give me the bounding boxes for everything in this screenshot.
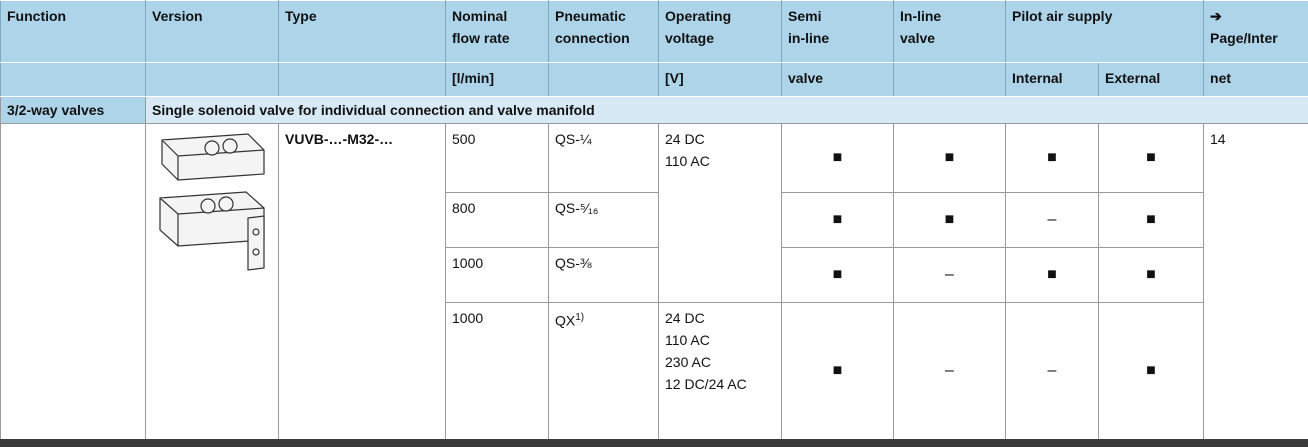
header-cell: External <box>1099 63 1204 97</box>
header-cell <box>146 63 279 97</box>
text-line: 12 DC/24 AC <box>665 373 775 395</box>
mark-cell: ■ <box>894 193 1006 248</box>
mark-cell: ■ <box>1099 303 1204 443</box>
text-line: in-line <box>788 27 887 49</box>
mark-cell: ■ <box>782 124 894 193</box>
connection: QS-¼ <box>555 131 592 147</box>
text-line: In-line <box>900 5 999 27</box>
text-line: ➔ <box>1210 5 1302 27</box>
section-title: Single solenoid valve for individual con… <box>146 97 1308 124</box>
text-line: valve <box>900 27 999 49</box>
text-line: 110 AC <box>665 329 775 351</box>
header-cell: Function <box>1 1 146 63</box>
mark-cell: – <box>894 248 1006 303</box>
header-cell: ➔Page/Inter <box>1204 1 1308 63</box>
page: FunctionVersionTypeNominalflow ratePneum… <box>0 0 1308 448</box>
mark-cell: – <box>1006 193 1099 248</box>
product-table: FunctionVersionTypeNominalflow ratePneum… <box>0 0 1308 447</box>
connection: QS-⅜ <box>555 255 592 271</box>
text-line: flow rate <box>452 27 542 49</box>
mark-cell: – <box>1006 303 1099 443</box>
flow-cell: 1000 <box>446 303 549 443</box>
mark-cell: ■ <box>1099 193 1204 248</box>
header-cell <box>1 63 146 97</box>
mark-cell: ■ <box>894 124 1006 193</box>
connection-cell: QS-¼ <box>549 124 659 193</box>
function-cell <box>1 124 146 443</box>
text-line: 24 DC <box>665 128 775 150</box>
header-cell <box>549 63 659 97</box>
flow-cell: 1000 <box>446 248 549 303</box>
text-line: Nominal <box>452 5 542 27</box>
connection-cell: QS-⁵⁄₁₆ <box>549 193 659 248</box>
header-cell: Type <box>279 1 446 63</box>
mark-cell: ■ <box>782 193 894 248</box>
text-line: Pneumatic <box>555 5 652 27</box>
text-line: Page/Inter <box>1210 27 1302 49</box>
mark-cell: ■ <box>1006 248 1099 303</box>
header-cell <box>894 63 1006 97</box>
section-function: 3/2-way valves <box>1 97 146 124</box>
mark-cell: ■ <box>1099 248 1204 303</box>
header-cell <box>279 63 446 97</box>
header-group: Pilot air supply <box>1006 1 1204 63</box>
valve-image <box>152 128 270 318</box>
text-line: Type <box>285 5 439 27</box>
header-cell: [V] <box>659 63 782 97</box>
header-cell: valve <box>782 63 894 97</box>
text-line: Version <box>152 5 272 27</box>
header-cell: Version <box>146 1 279 63</box>
page-cell: 14 <box>1204 124 1308 443</box>
mark-cell: – <box>894 303 1006 443</box>
version-cell <box>146 124 279 443</box>
connection: QS-⁵⁄₁₆ <box>555 200 598 216</box>
type-cell: VUVB-…-M32-… <box>279 124 446 443</box>
header-cell: Internal <box>1006 63 1099 97</box>
text-line: Operating <box>665 5 775 27</box>
text-line: Function <box>7 5 139 27</box>
header-cell: [l/min] <box>446 63 549 97</box>
table-body: FunctionVersionTypeNominalflow ratePneum… <box>1 1 1308 443</box>
mark-cell: ■ <box>1099 124 1204 193</box>
connection-cell: QX1) <box>549 303 659 443</box>
mark-cell: ■ <box>782 303 894 443</box>
mark-cell: ■ <box>782 248 894 303</box>
mark-cell: ■ <box>1006 124 1099 193</box>
text-line: 230 AC <box>665 351 775 373</box>
flow-cell: 800 <box>446 193 549 248</box>
text-line: Semi <box>788 5 887 27</box>
flow-cell: 500 <box>446 124 549 193</box>
connection: QX <box>555 313 575 329</box>
text-line: connection <box>555 27 652 49</box>
text-line: voltage <box>665 27 775 49</box>
header-cell: net <box>1204 63 1308 97</box>
footnote: 1) <box>575 312 584 323</box>
connection-cell: QS-⅜ <box>549 248 659 303</box>
text-line: 110 AC <box>665 150 775 172</box>
text-line: 24 DC <box>665 307 775 329</box>
